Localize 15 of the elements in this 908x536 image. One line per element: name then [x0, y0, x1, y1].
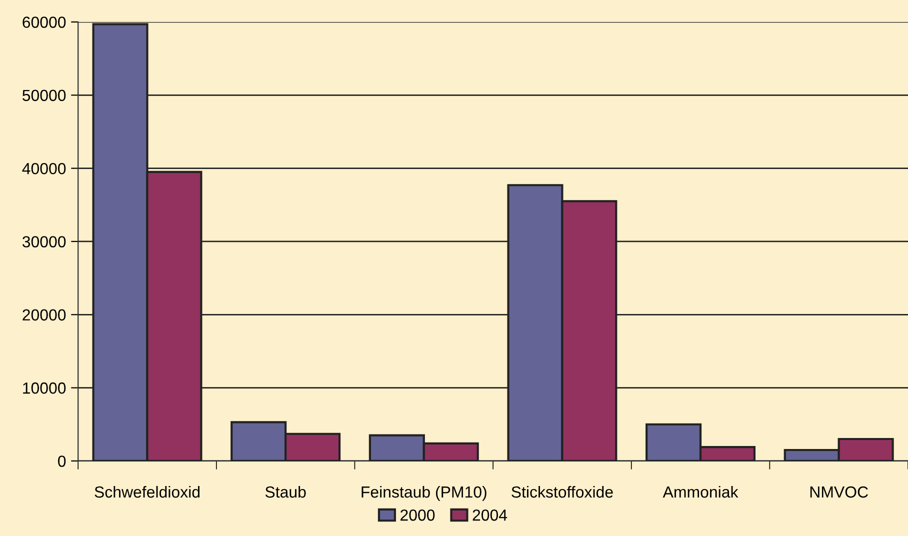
y-tick-label: 30000: [22, 236, 66, 248]
x-tick-label: NMVOC: [810, 486, 868, 498]
x-tick-label: Stickstoffoxide: [512, 486, 613, 498]
x-tick-label: Feinstaub (PM10): [362, 486, 486, 501]
y-tick-label: 20000: [22, 309, 66, 321]
y-tick-label: 50000: [22, 90, 66, 102]
x-tick-label: Ammoniak: [662, 486, 738, 498]
y-tick-label: 40000: [22, 162, 66, 174]
y-tick-label: 10000: [23, 382, 66, 394]
y-tick-label: 60000: [22, 16, 66, 28]
x-tick-label: Staub: [265, 486, 306, 498]
x-tick-label: Schwefeldioxid: [94, 486, 200, 498]
legend-label: 2000: [400, 509, 435, 521]
legend-label: 2004: [472, 509, 508, 521]
y-tick-label: 0: [58, 456, 66, 467]
